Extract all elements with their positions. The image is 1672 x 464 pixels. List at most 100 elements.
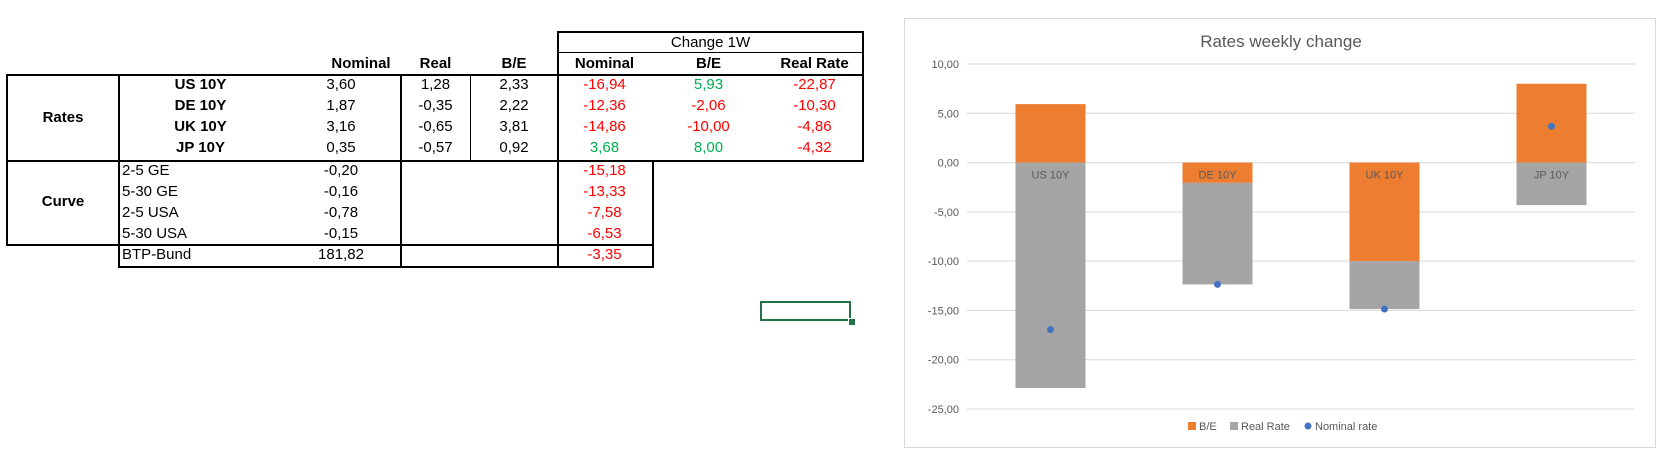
chg-nominal-value: -7,58 xyxy=(587,204,622,221)
table-border xyxy=(557,31,864,33)
nominal-value: -0,20 xyxy=(323,162,359,179)
y-tick-label: 5,00 xyxy=(938,108,959,120)
nominal-value: 181,82 xyxy=(318,246,364,263)
table-border xyxy=(6,160,864,162)
nominal-value: -0,16 xyxy=(323,183,359,200)
category-label: DE 10Y xyxy=(1199,170,1238,182)
nominal-value: -0,78 xyxy=(323,204,359,221)
be-value: 0,92 xyxy=(499,139,529,156)
real-value: -0,35 xyxy=(418,97,453,114)
fill-handle[interactable] xyxy=(848,318,856,326)
chart-svg: Rates weekly change 10,00 5,00 0,00 -5,00 -1… xyxy=(928,32,1635,433)
legend-label: Nominal rate xyxy=(1315,421,1377,433)
rates-weekly-change-chart[interactable]: Rates weekly change 10,00 5,00 0,00 -5,00 -1… xyxy=(904,18,1656,448)
y-tick-label: -10,00 xyxy=(928,256,959,268)
bars xyxy=(1015,83,1587,389)
group-label-curve: Curve xyxy=(41,193,85,210)
nominal-value: -0,15 xyxy=(323,225,359,242)
chg-real-value: -22,87 xyxy=(793,76,836,93)
chg-real-value: -4,32 xyxy=(797,139,832,156)
be-value: 3,81 xyxy=(499,118,529,135)
chg-nominal-value: -3,35 xyxy=(587,246,622,263)
table-border xyxy=(400,160,402,268)
row-label: 2-5 USA xyxy=(122,204,179,221)
chg-nominal-value: -13,33 xyxy=(583,183,626,200)
nominal-value: 0,35 xyxy=(326,139,356,156)
chg-be-value: 8,00 xyxy=(693,139,724,156)
chg-nominal-value: -14,86 xyxy=(583,118,626,135)
category-label: UK 10Y xyxy=(1366,170,1405,182)
nominal-rate-dot xyxy=(1381,305,1388,313)
chg-nominal-value: -16,94 xyxy=(583,76,626,93)
chg-be-value: -10,00 xyxy=(687,118,730,135)
real-value: -0,65 xyxy=(418,118,453,135)
group-label-rates: Rates xyxy=(42,109,84,126)
real-value: 1,28 xyxy=(420,76,451,93)
chg-nominal-value: 3,68 xyxy=(589,139,620,156)
y-tick-label: -5,00 xyxy=(934,207,959,219)
chg-nominal-value: -6,53 xyxy=(587,225,622,242)
table-border xyxy=(557,52,864,53)
chart-title: Rates weekly change xyxy=(1200,32,1362,51)
change-1w-header: Change 1W xyxy=(670,34,751,51)
nominal-value: 1,87 xyxy=(326,97,356,114)
real-rate-bar xyxy=(1349,261,1420,310)
nominal-rate-dot xyxy=(1548,122,1555,130)
row-label: DE 10Y xyxy=(174,97,227,114)
real-rate-bar xyxy=(1182,182,1253,285)
row-label: 5-30 USA xyxy=(122,225,188,242)
legend-swatch xyxy=(1230,422,1238,430)
table-border xyxy=(6,74,864,76)
be-value: 2,33 xyxy=(499,76,529,93)
selected-cell[interactable] xyxy=(760,301,851,321)
row-label: US 10Y xyxy=(174,76,227,93)
table-border xyxy=(557,74,559,268)
y-tick-label: 0,00 xyxy=(938,158,959,170)
be-bar xyxy=(1349,162,1420,262)
table-border xyxy=(470,74,471,160)
row-label: UK 10Y xyxy=(174,118,227,135)
chg-nominal-value: -12,36 xyxy=(583,97,626,114)
nominal-rate-dot xyxy=(1047,326,1054,334)
col-header-be: B/E xyxy=(501,55,527,72)
chg-be-value: 5,93 xyxy=(693,76,724,93)
y-tick-label: -15,00 xyxy=(928,305,959,317)
col-header-chg-be: B/E xyxy=(695,55,721,72)
be-bar xyxy=(1015,104,1086,163)
nominal-dots xyxy=(1047,122,1555,334)
row-label: 5-30 GE xyxy=(122,183,178,200)
col-header-real: Real xyxy=(419,55,452,72)
nominal-rate-dot xyxy=(1214,280,1221,288)
table-border xyxy=(862,74,864,160)
category-label: JP 10Y xyxy=(1534,170,1570,182)
table-border xyxy=(6,244,654,246)
y-tick-label: -25,00 xyxy=(928,404,959,416)
real-rate-bar xyxy=(1516,162,1587,206)
legend-label: Real Rate xyxy=(1241,421,1290,433)
y-tick-label: -20,00 xyxy=(928,355,959,367)
table-border xyxy=(118,266,654,268)
legend-swatch xyxy=(1188,422,1196,430)
table-border xyxy=(400,74,402,160)
col-header-chg-real-rate: Real Rate xyxy=(780,55,849,72)
chg-real-value: -4,86 xyxy=(797,118,832,135)
legend-swatch xyxy=(1304,422,1312,430)
nominal-value: 3,16 xyxy=(326,118,356,135)
row-label: 2-5 GE xyxy=(122,162,170,179)
legend: B/E Real Rate Nominal rate xyxy=(1188,421,1377,433)
real-rate-bar xyxy=(1015,162,1086,389)
category-labels: US 10Y DE 10Y UK 10Y JP 10Y xyxy=(1032,170,1570,182)
category-label: US 10Y xyxy=(1032,170,1071,182)
row-label: BTP-Bund xyxy=(122,246,192,263)
real-value: -0,57 xyxy=(418,139,453,156)
y-axis-ticks: 10,00 5,00 0,00 -5,00 -10,00 -15,00 -20,00 -25,… xyxy=(928,59,959,416)
y-tick-label: 10,00 xyxy=(931,59,959,71)
chg-real-value: -10,30 xyxy=(793,97,836,114)
row-label: JP 10Y xyxy=(176,139,225,156)
col-header-chg-nominal: Nominal xyxy=(574,55,635,72)
chg-be-value: -2,06 xyxy=(691,97,726,114)
be-value: 2,22 xyxy=(499,97,529,114)
be-bar xyxy=(1182,162,1253,183)
table-border xyxy=(118,74,120,268)
nominal-value: 3,60 xyxy=(326,76,356,93)
